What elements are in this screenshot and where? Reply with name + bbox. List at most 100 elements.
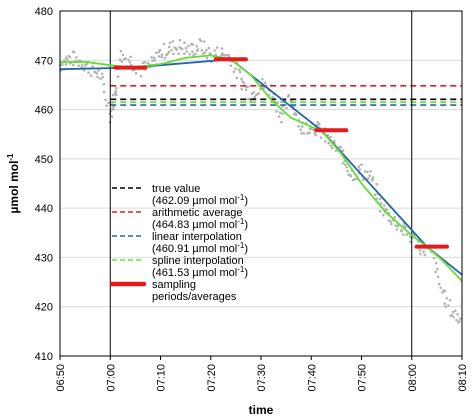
measurement-point (99, 77, 102, 80)
y-tick-label: 430 (35, 252, 53, 264)
measurement-point (327, 141, 331, 145)
measurement-point (299, 128, 303, 132)
legend-sub-close: ) (244, 219, 248, 231)
measurement-point (385, 208, 389, 212)
measurement-point (434, 270, 437, 274)
measurement-point (91, 65, 94, 68)
x-tick-label: 07:10 (156, 364, 168, 392)
measurement-point (314, 133, 318, 137)
measurement-point (363, 170, 367, 173)
measurement-point (102, 90, 106, 93)
measurement-point (80, 63, 84, 67)
x-tick-label: 07:40 (306, 364, 318, 392)
measurement-point (95, 72, 99, 75)
measurement-point (437, 282, 441, 286)
measurement-point (295, 113, 298, 116)
gridlines (60, 10, 462, 308)
measurement-point (205, 56, 209, 60)
measurement-point (360, 163, 363, 166)
measurement-point (324, 140, 327, 143)
measurement-point (129, 55, 132, 59)
measurement-point (373, 193, 377, 197)
measurement-point (316, 120, 320, 124)
measurement-point (200, 48, 204, 52)
measurement-point (367, 177, 370, 180)
measurement-point (195, 45, 199, 48)
measurement-point (75, 56, 78, 59)
measurement-point (112, 108, 115, 111)
measurement-point (345, 165, 348, 169)
measurement-point (422, 250, 425, 254)
measurement-point (66, 58, 69, 61)
measurement-point (100, 72, 104, 76)
measurement-point (177, 52, 180, 55)
measurement-point (423, 253, 427, 257)
y-axis-title: µmol mol-1 (6, 153, 21, 214)
sampling-segments (113, 57, 449, 249)
measurement-point (185, 50, 189, 53)
measurement-point (394, 224, 397, 227)
x-tick-label: 08:00 (407, 364, 419, 392)
measurement-point (378, 197, 382, 201)
legend-label-3: spline interpolation (152, 255, 244, 267)
measurement-point (63, 59, 66, 62)
measurement-point (162, 42, 166, 46)
x-tick-label: 07:50 (357, 364, 369, 392)
measurement-point (97, 69, 100, 72)
measurement-point (180, 47, 184, 51)
measurement-point (229, 64, 233, 67)
y-tick-label: 420 (35, 302, 53, 314)
measurement-point (375, 182, 379, 186)
measurement-point (383, 204, 386, 207)
measurement-point (170, 49, 173, 52)
measurement-point (454, 309, 457, 313)
legend-label-0: true value (152, 183, 200, 195)
y-tick-label: 480 (35, 6, 53, 18)
measurement-point (408, 240, 412, 244)
measurement-point (369, 170, 373, 173)
measurement-point (277, 115, 281, 118)
y-tick-label: 450 (35, 154, 53, 166)
measurement-point (368, 174, 372, 177)
y-tick-label: 410 (35, 351, 53, 363)
measurement-point (72, 50, 76, 54)
legend-sub-1: (464.83 µmol mol-1) (152, 217, 248, 231)
legend-sub-close: ) (244, 195, 248, 207)
measurement-point (444, 305, 447, 308)
legend-sub-sup: -1 (237, 217, 245, 226)
measurement-point (455, 318, 458, 322)
measurement-point (238, 70, 242, 74)
measurement-point (155, 51, 158, 55)
measurement-point (178, 38, 182, 42)
measurement-point (432, 256, 436, 260)
measurement-point (87, 71, 90, 74)
measurement-point (436, 275, 440, 279)
measurement-point (405, 233, 409, 236)
measurement-point (400, 228, 403, 232)
measurement-point (114, 89, 117, 93)
measurement-point (118, 58, 122, 61)
measurement-point (192, 54, 195, 57)
measurement-point (443, 289, 447, 293)
measurement-point (150, 56, 153, 59)
measurement-point (68, 55, 72, 59)
legend-label-2: linear interpolation (152, 231, 242, 243)
measurement-point (203, 51, 207, 54)
measurement-point (451, 310, 455, 314)
measurement-point (261, 78, 264, 81)
measurement-point (404, 225, 407, 229)
legend-label-4: sampling (152, 279, 196, 291)
measurement-point (194, 52, 197, 56)
measurement-points (58, 38, 462, 324)
measurement-point (341, 149, 345, 152)
measurement-point (419, 252, 422, 256)
measurement-point (452, 316, 455, 319)
measurement-point (252, 90, 256, 94)
measurement-point (361, 178, 365, 181)
measurement-point (107, 101, 110, 105)
measurement-point (199, 39, 203, 43)
measurement-point (143, 61, 146, 64)
measurement-point (130, 63, 133, 67)
measurement-point (353, 177, 357, 181)
measurement-point (443, 302, 446, 306)
